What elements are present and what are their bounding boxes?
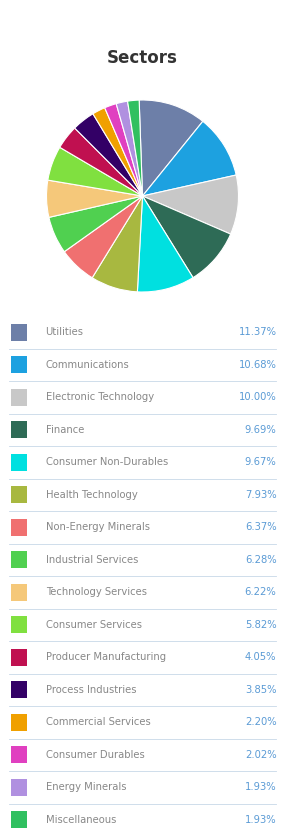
- Text: 9.67%: 9.67%: [245, 457, 276, 467]
- Text: 2.02%: 2.02%: [245, 750, 276, 760]
- Bar: [11, 616, 27, 633]
- Wedge shape: [139, 100, 203, 196]
- Text: Utilities: Utilities: [46, 327, 84, 337]
- Text: Producer Manufacturing: Producer Manufacturing: [46, 652, 166, 662]
- Text: 3.85%: 3.85%: [245, 685, 276, 695]
- Bar: [11, 747, 27, 763]
- Bar: [11, 389, 27, 405]
- Bar: [11, 454, 27, 471]
- Text: Asset Allocation: Asset Allocation: [79, 11, 206, 25]
- Wedge shape: [116, 101, 142, 196]
- Text: Sectors: Sectors: [107, 49, 178, 67]
- Bar: [11, 681, 27, 698]
- Bar: [11, 714, 27, 731]
- Text: 1.93%: 1.93%: [245, 815, 276, 825]
- Bar: [11, 811, 27, 828]
- Wedge shape: [60, 128, 142, 196]
- Text: Health Technology: Health Technology: [46, 490, 137, 500]
- Text: 6.37%: 6.37%: [245, 522, 276, 533]
- Text: Process Industries: Process Industries: [46, 685, 136, 695]
- Wedge shape: [46, 180, 142, 217]
- Text: Finance: Finance: [46, 425, 84, 435]
- Wedge shape: [142, 175, 239, 234]
- Bar: [11, 324, 27, 341]
- Bar: [11, 551, 27, 568]
- Text: 4.05%: 4.05%: [245, 652, 276, 662]
- Wedge shape: [128, 100, 142, 196]
- Text: 7.93%: 7.93%: [245, 490, 276, 500]
- Text: 6.22%: 6.22%: [245, 587, 276, 597]
- Wedge shape: [142, 121, 236, 196]
- Wedge shape: [105, 104, 142, 196]
- Text: Consumer Services: Consumer Services: [46, 619, 142, 630]
- Wedge shape: [64, 196, 142, 278]
- Wedge shape: [49, 196, 142, 252]
- Text: Electronic Technology: Electronic Technology: [46, 392, 154, 402]
- Wedge shape: [48, 147, 142, 196]
- Bar: [11, 779, 27, 796]
- Bar: [11, 584, 27, 601]
- Text: 1.93%: 1.93%: [245, 782, 276, 793]
- Text: 5.82%: 5.82%: [245, 619, 276, 630]
- Text: Industrial Services: Industrial Services: [46, 555, 138, 565]
- Bar: [11, 356, 27, 373]
- Text: 10.68%: 10.68%: [239, 359, 276, 370]
- Text: 9.69%: 9.69%: [245, 425, 276, 435]
- Text: Consumer Durables: Consumer Durables: [46, 750, 144, 760]
- Text: Consumer Non-Durables: Consumer Non-Durables: [46, 457, 168, 467]
- Bar: [11, 487, 27, 503]
- Wedge shape: [93, 108, 142, 196]
- Wedge shape: [92, 196, 142, 292]
- Text: Communications: Communications: [46, 359, 129, 370]
- Wedge shape: [142, 196, 231, 278]
- Bar: [11, 421, 27, 438]
- Text: Miscellaneous: Miscellaneous: [46, 815, 116, 825]
- Bar: [11, 519, 27, 536]
- Text: 2.20%: 2.20%: [245, 717, 276, 727]
- Text: Non-Energy Minerals: Non-Energy Minerals: [46, 522, 150, 533]
- Text: Energy Minerals: Energy Minerals: [46, 782, 126, 793]
- Text: Technology Services: Technology Services: [46, 587, 146, 597]
- Text: Commercial Services: Commercial Services: [46, 717, 150, 727]
- Wedge shape: [137, 196, 193, 292]
- Text: 11.37%: 11.37%: [239, 327, 276, 337]
- Text: 10.00%: 10.00%: [239, 392, 276, 402]
- Wedge shape: [75, 114, 142, 196]
- Bar: [11, 649, 27, 665]
- Text: 6.28%: 6.28%: [245, 555, 276, 565]
